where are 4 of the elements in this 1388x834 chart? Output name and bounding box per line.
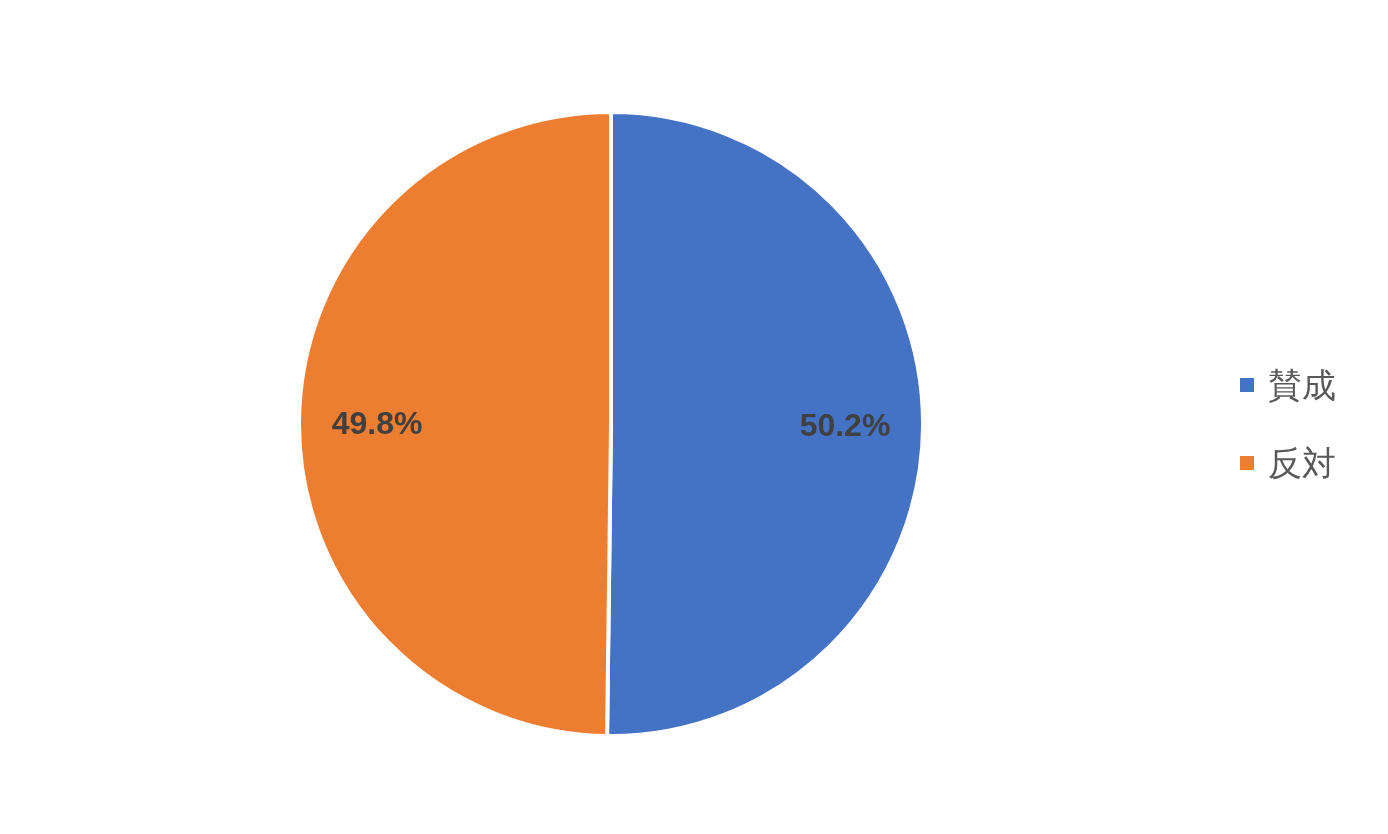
legend-label: 賛成 [1268, 365, 1336, 405]
data-label: 50.2% [799, 407, 891, 444]
legend-label: 反対 [1268, 443, 1336, 483]
data-label: 49.8% [331, 404, 423, 441]
